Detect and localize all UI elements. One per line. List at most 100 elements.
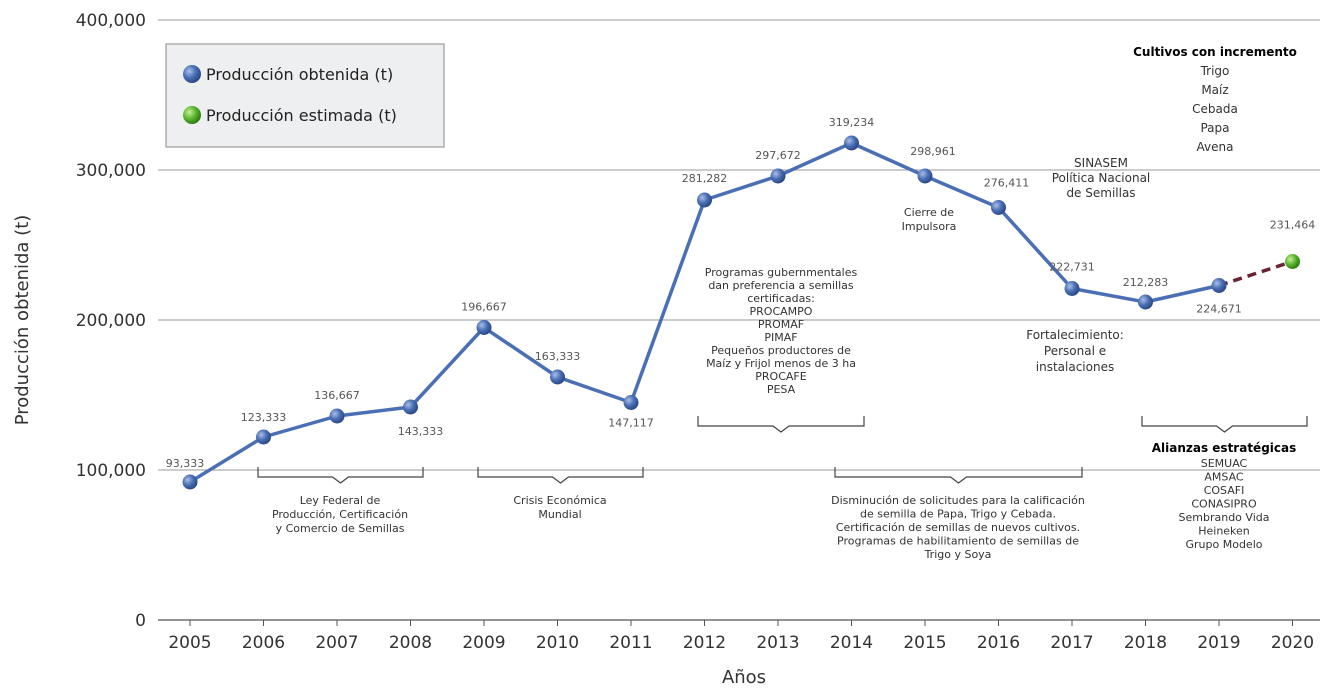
annotation-cultivos-line: Cebada [1192, 102, 1238, 116]
data-label-2014: 319,234 [829, 116, 875, 129]
data-label-2008: 143,333 [398, 425, 444, 438]
data-point-2007 [329, 408, 345, 424]
data-point-2019 [1211, 278, 1227, 293]
data-label-2006: 123,333 [241, 411, 287, 424]
x-tick-label: 2008 [389, 633, 432, 653]
legend-marker-0 [183, 65, 201, 83]
y-tick-label: 300,000 [76, 161, 146, 181]
y-tick-label: 200,000 [76, 311, 146, 331]
annotation-alianzas-line: Heineken [1198, 525, 1250, 538]
data-label-2016: 276,411 [984, 177, 1030, 190]
brace-alianzas [1141, 416, 1308, 433]
x-tick-label: 2014 [830, 633, 873, 653]
x-tick-label: 2012 [683, 633, 726, 653]
x-tick-label: 2020 [1271, 633, 1314, 653]
annotation-cultivos-line: Maíz [1201, 83, 1228, 97]
data-point-estimada-2020 [1285, 254, 1300, 269]
annotation-programas-line: PROCAFE [755, 370, 806, 383]
annotation-programas-line: certificadas: [747, 292, 815, 305]
data-label-2019: 224,671 [1196, 303, 1242, 316]
annotation-cultivos-line: Avena [1197, 140, 1234, 154]
y-tick-label: 100,000 [76, 461, 146, 481]
annotation-fortalecimiento-line: Fortalecimiento: [1026, 328, 1124, 342]
annotation-programas-line: PESA [767, 383, 796, 396]
data-label-2017: 222,731 [1049, 261, 1095, 274]
x-tick-label: 2011 [609, 633, 652, 653]
x-tick-label: 2007 [315, 633, 358, 653]
data-label-2015: 298,961 [910, 145, 956, 158]
annotation-alianzas-line: COSAFI [1204, 484, 1245, 497]
annotation-alianzas-line: AMSAC [1204, 471, 1244, 484]
annotation-alianzas-line: Grupo Modelo [1186, 538, 1263, 551]
x-tick-label: 2009 [462, 633, 505, 653]
legend-label: Producción obtenida (t) [206, 65, 393, 84]
data-label-2005: 93,333 [166, 457, 205, 470]
gridlines [158, 19, 1320, 621]
annotation-impulsora-line: Cierre de [904, 206, 954, 219]
annotation-ley-line: y Comercio de Semillas [276, 522, 405, 535]
x-tick-label: 2005 [168, 633, 211, 653]
annotation-alianzas-line: SEMUAC [1201, 457, 1248, 470]
x-axis: 2005 2006 2007 2008 2009 2010 2011 2012 2013 2014… [168, 620, 1314, 688]
data-label-2011: 147,117 [608, 417, 654, 430]
annotation-cultivos-title: Cultivos con incremento [1133, 45, 1297, 59]
annotation-sinasem-line: Política Nacional [1052, 171, 1151, 185]
legend-box [165, 43, 445, 148]
annotation-disminucion-line: de semilla de Papa, Trigo y Cebada. [860, 508, 1056, 521]
annotation-programas-line: dan preferencia a semillas [708, 279, 854, 292]
data-point-2013 [770, 168, 786, 184]
annotation-programas-line: PROMAF [758, 318, 804, 331]
data-point-2005 [182, 474, 198, 490]
annotation-programas-line: PROCAMPO [750, 305, 813, 318]
x-tick-label: 2018 [1124, 633, 1167, 653]
annotation-programas-line: Maíz y Frijol menos de 3 ha [706, 357, 856, 370]
x-tick-label: 2019 [1197, 633, 1240, 653]
brace-programas [697, 416, 865, 433]
annotation-alianzas-line: Sembrando Vida [1179, 511, 1270, 524]
brace-crisis [477, 467, 644, 484]
x-tick-label: 2006 [242, 633, 285, 653]
brace-ley [257, 467, 424, 484]
data-point-2016 [991, 200, 1006, 215]
series-points [182, 135, 1300, 490]
annotation-disminucion-line: Trigo y Soya [924, 548, 992, 561]
annotation-ley-line: Ley Federal de [300, 494, 381, 507]
data-label-2012: 281,282 [682, 172, 728, 185]
annotation-fortalecimiento-line: Personal e [1044, 344, 1106, 358]
annotation-ley-line: Producción, Certificación [272, 508, 408, 521]
y-tick-label: 0 [135, 611, 146, 631]
annotation-sinasem-line: de Semillas [1066, 186, 1135, 200]
x-tick-label: 2013 [756, 633, 799, 653]
data-point-2009 [476, 320, 492, 335]
annotation-disminucion-line: Certificación de semillas de nuevos cult… [836, 521, 1080, 534]
annotation-alianzas-line: CONASIPRO [1191, 498, 1257, 511]
data-point-2015 [917, 168, 933, 184]
annotation-alianzas-title: Alianzas estratégicas [1152, 441, 1297, 455]
data-point-2008 [403, 399, 418, 415]
y-axis: 0 100,000 200,000 300,000 400,000 Producción … [12, 11, 146, 631]
annotation-sinasem-line: SINASEM [1074, 156, 1128, 170]
data-label-2009: 196,667 [461, 301, 507, 314]
data-point-2018 [1138, 294, 1153, 310]
legend-label: Producción estimada (t) [206, 106, 397, 125]
x-axis-title: Años [722, 667, 766, 688]
data-label-2013: 297,672 [755, 149, 801, 162]
x-tick-label: 2016 [977, 633, 1020, 653]
data-labels: 93,333 123,333 136,667 143,333 196,667 163,33… [166, 116, 1316, 470]
data-label-2010: 163,333 [535, 350, 581, 363]
annotation-disminucion-line: Programas de habilitamiento de semillas … [837, 535, 1079, 548]
data-point-2017 [1064, 281, 1080, 296]
y-axis-title: Producción obtenida (t) [12, 215, 33, 426]
brace-disminucion [834, 467, 1083, 484]
data-point-2006 [256, 429, 271, 445]
y-tick-label: 400,000 [76, 11, 146, 31]
legend: Producción obtenida (t) Producción estima… [165, 43, 445, 148]
data-point-2012 [697, 192, 712, 208]
data-label-2007: 136,667 [314, 389, 360, 402]
annotation-fortalecimiento-line: instalaciones [1036, 360, 1114, 374]
data-label-estimada-2020: 231,464 [1270, 219, 1316, 232]
data-point-2010 [550, 369, 565, 385]
annotation-cultivos-line: Trigo [1200, 64, 1230, 78]
